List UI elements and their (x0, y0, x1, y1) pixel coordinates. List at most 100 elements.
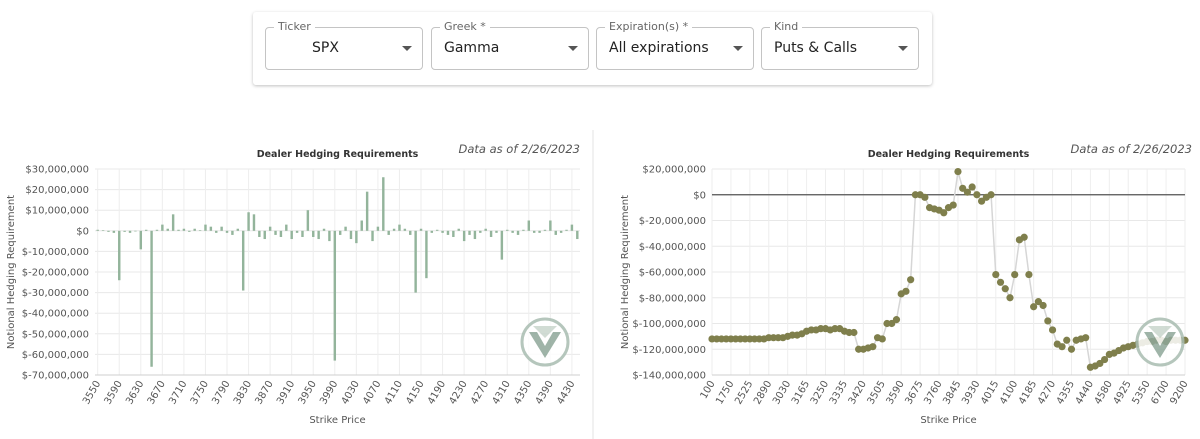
bar (538, 230, 541, 233)
x-tick-label: 3165 (790, 379, 812, 407)
x-tick-label: 4430 (555, 379, 577, 407)
bar (532, 230, 536, 233)
point (1001, 285, 1009, 293)
select-value: SPX (312, 40, 339, 56)
x-tick-label: 9200 (1168, 379, 1190, 407)
select-value: Gamma (444, 40, 500, 56)
bar (312, 230, 315, 237)
x-tick-label: 4030 (340, 379, 362, 407)
bar (419, 228, 423, 231)
x-tick-label: 3950 (297, 379, 319, 407)
bar (134, 230, 137, 232)
bar (231, 230, 234, 235)
point (1067, 345, 1076, 353)
x-tick-label: 4100 (998, 379, 1020, 407)
bar (430, 230, 434, 233)
y-tick-label: $-20,000,000 (22, 268, 89, 279)
y-tick-label: $-20,000,000 (639, 216, 706, 227)
logo-ring (1135, 317, 1185, 367)
bar (290, 230, 293, 240)
point (996, 278, 1005, 286)
bar (263, 230, 266, 240)
x-tick-label: 1750 (714, 379, 736, 407)
point (878, 335, 886, 343)
x-tick-label: 4580 (1093, 379, 1115, 407)
x-tick-label: 5350 (1131, 379, 1153, 407)
bar (338, 230, 342, 235)
y-axis-label: Notional Hedging Requirement (620, 195, 631, 349)
bar (554, 230, 557, 235)
bar (522, 229, 525, 231)
point (907, 276, 915, 284)
x-tick-label: 3750 (189, 379, 211, 407)
ticker-select[interactable]: Ticker SPX (265, 20, 423, 70)
bar (198, 230, 202, 231)
bar (398, 224, 401, 231)
bar (101, 230, 105, 231)
bar (252, 214, 256, 231)
point (921, 193, 929, 201)
y-tick-label: $-60,000,000 (22, 350, 89, 361)
y-tick-label: $0 (76, 226, 89, 237)
x-tick-label: 2525 (733, 379, 755, 407)
bar (527, 220, 531, 231)
bar (365, 191, 369, 231)
bar (371, 230, 374, 242)
x-tick-label: 3030 (771, 379, 793, 407)
x-tick-label: 3990 (318, 379, 340, 407)
bar (452, 230, 455, 237)
x-tick-label: 4355 (1055, 379, 1077, 407)
point (1058, 343, 1066, 351)
bar (225, 230, 229, 233)
x-tick-label: 3870 (253, 379, 275, 407)
bar (392, 228, 396, 231)
y-tick-label: $20,000,000 (642, 165, 706, 176)
point (973, 191, 981, 199)
bar (161, 224, 164, 231)
point (992, 270, 1000, 279)
bar (209, 226, 213, 231)
bar (118, 230, 121, 281)
x-tick-label: 4015 (979, 379, 1001, 407)
bar (495, 230, 498, 233)
x-tick-label: 4230 (447, 379, 469, 407)
y-tick-label: $30,000,000 (25, 165, 89, 176)
logo (1135, 317, 1185, 367)
expiration-select[interactable]: Expiration(s) * All expirations (596, 20, 754, 70)
x-tick-label: 4350 (512, 379, 534, 407)
point (949, 201, 957, 209)
x-tick-label: 3420 (847, 379, 869, 407)
bar (322, 228, 326, 231)
greek-select[interactable]: Greek * Gamma (431, 20, 589, 70)
caret (898, 46, 908, 51)
bar (441, 230, 444, 233)
bar (559, 230, 563, 233)
x-tick-label: 4185 (1017, 379, 1039, 407)
chart-title: Dealer Hedging Requirements (257, 149, 419, 160)
kind-select[interactable]: Kind Puts & Calls (761, 20, 919, 70)
y-tick-label: $-40,000,000 (639, 242, 706, 253)
point (892, 316, 901, 324)
y-tick-label: $20,000,000 (25, 185, 89, 196)
y-tick-label: $-120,000,000 (632, 345, 706, 356)
bar (241, 230, 245, 291)
bar (382, 177, 385, 231)
bar (295, 230, 299, 233)
bar (123, 230, 126, 232)
caret (402, 46, 412, 51)
bar (549, 220, 552, 231)
bar (484, 228, 487, 231)
x-tick-label: 3590 (103, 379, 125, 407)
bar (344, 226, 347, 231)
bar (144, 229, 148, 231)
x-tick-label: 4110 (383, 379, 405, 407)
y-tick-label: $-80,000,000 (639, 293, 706, 304)
bar (139, 230, 143, 250)
bar (247, 212, 250, 231)
x-tick-label: 4925 (1112, 379, 1134, 407)
bar (457, 228, 460, 231)
point (1039, 301, 1047, 310)
bar (435, 229, 439, 231)
data-date: Data as of 2/26/2023 (458, 142, 580, 156)
